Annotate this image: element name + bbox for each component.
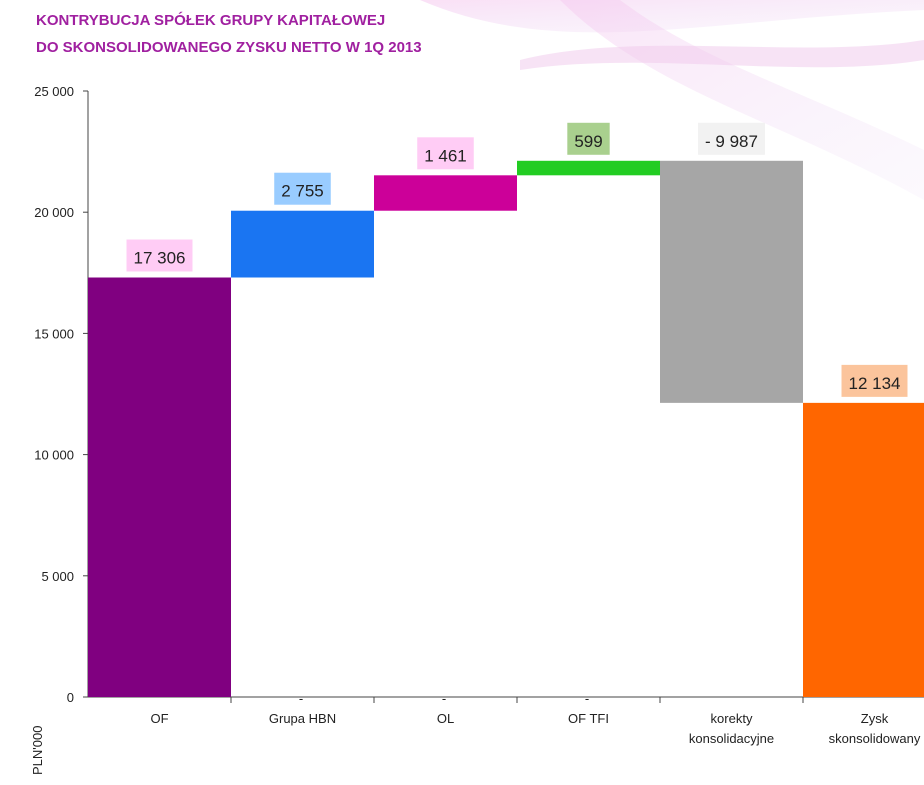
value-label-text: 2 755 <box>281 182 324 201</box>
y-tick-label: 0 <box>67 690 74 705</box>
value-label: 599 <box>567 122 610 155</box>
value-label: - 9 987 <box>698 122 765 155</box>
minor-label: - <box>442 691 446 706</box>
value-label-text: 17 306 <box>134 249 186 268</box>
y-tick-label: 15 000 <box>34 326 74 341</box>
bar <box>660 160 803 403</box>
y-tick-label: 10 000 <box>34 448 74 463</box>
value-label-text: 599 <box>574 132 602 151</box>
x-tick-label: Grupa HBN <box>269 711 336 726</box>
x-tick-label: OF <box>150 711 168 726</box>
minor-label: - <box>585 691 589 706</box>
y-tick-label: 25 000 <box>34 84 74 99</box>
value-label-bg <box>567 122 610 155</box>
x-tick-label: korekty konsolidacyjne <box>689 711 774 746</box>
bar <box>374 175 517 211</box>
bar <box>231 210 374 278</box>
value-label-bg <box>698 122 765 155</box>
value-label-text: 1 461 <box>424 146 467 165</box>
y-tick-label: 5 000 <box>41 569 74 584</box>
y-tick-label: 20 000 <box>34 205 74 220</box>
bar <box>517 160 660 176</box>
chart-title: DO SKONSOLIDOWANEGO ZYSKU NETTO W 1Q 201… <box>36 39 422 56</box>
value-label-bg <box>126 239 193 272</box>
x-tick-label: OF TFI <box>568 711 609 726</box>
bar <box>803 402 924 697</box>
value-label-bg <box>274 172 331 205</box>
y-axis-label: PLN'000 <box>30 726 45 775</box>
bar <box>88 277 231 697</box>
minor-label: - <box>299 691 303 706</box>
chart-title: KONTRYBUCJA SPÓŁEK GRUPY KAPITAŁOWEJ <box>36 11 385 29</box>
value-label-bg <box>417 137 474 170</box>
value-label: 12 134 <box>841 364 908 397</box>
background-decoration <box>420 0 924 200</box>
value-label-text: - 9 987 <box>705 132 758 151</box>
value-label: 1 461 <box>417 137 474 170</box>
x-tick-label: OL <box>437 711 454 726</box>
value-label: 17 306 <box>126 239 193 272</box>
value-label-bg <box>841 364 908 397</box>
value-label: 2 755 <box>274 172 331 205</box>
value-label-text: 12 134 <box>849 374 901 393</box>
x-tick-label: Zysk skonsolidowany <box>829 711 921 746</box>
